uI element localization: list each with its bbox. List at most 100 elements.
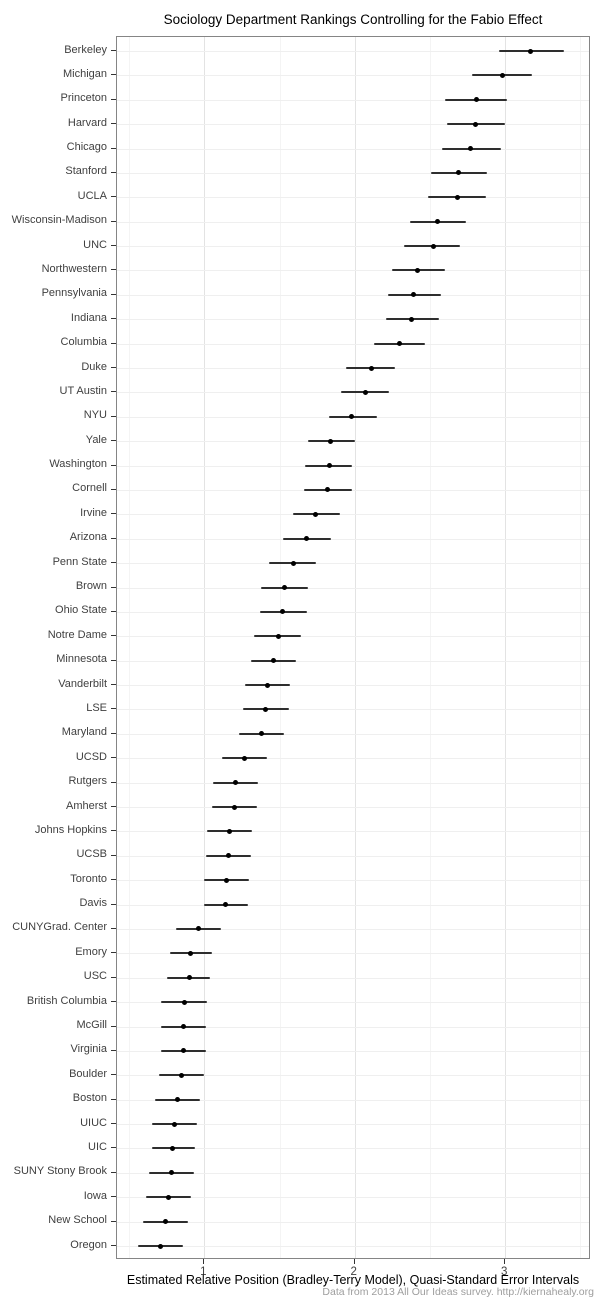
y-axis-label: Brown xyxy=(75,580,107,593)
y-tick-mark xyxy=(111,635,116,637)
y-axis-label: Penn State xyxy=(52,555,107,568)
data-point-dot xyxy=(275,633,281,639)
y-axis-label: New School xyxy=(48,1214,107,1227)
row-gridline xyxy=(117,880,589,882)
row-gridline xyxy=(117,1221,589,1223)
y-axis-label: NYU xyxy=(83,409,107,422)
data-point-dot xyxy=(222,902,228,908)
row-gridline xyxy=(117,1197,589,1199)
chart-title: Sociology Department Rankings Controllin… xyxy=(163,12,543,27)
row-gridline xyxy=(117,1026,589,1028)
y-axis-label: Irvine xyxy=(80,506,107,519)
row-gridline xyxy=(117,1148,589,1150)
y-tick-mark xyxy=(111,1171,116,1173)
y-axis-label: Toronto xyxy=(70,872,107,885)
row-gridline xyxy=(117,294,589,296)
y-axis-label: Minnesota xyxy=(56,653,107,666)
row-gridline xyxy=(117,1246,589,1247)
y-tick-mark xyxy=(111,50,116,51)
data-point-dot xyxy=(281,585,287,591)
data-point-dot xyxy=(270,658,276,664)
y-tick-mark xyxy=(111,269,116,271)
y-tick-mark xyxy=(111,147,116,149)
y-axis-label: Oregon xyxy=(70,1238,107,1251)
row-gridline xyxy=(117,855,589,857)
data-point-dot xyxy=(368,365,374,371)
minor-gridline xyxy=(129,37,131,1258)
y-tick-mark xyxy=(111,806,116,808)
data-point-dot xyxy=(313,511,319,517)
row-gridline xyxy=(117,270,589,272)
major-gridline xyxy=(505,37,507,1258)
y-tick-mark xyxy=(111,74,116,76)
y-tick-mark xyxy=(111,732,116,734)
data-point-dot xyxy=(409,316,415,322)
minor-gridline xyxy=(279,37,281,1258)
data-point-dot xyxy=(456,170,462,176)
row-gridline xyxy=(117,1075,589,1077)
data-source-caption: Data from 2013 All Our Ideas survey. htt… xyxy=(322,1286,594,1298)
y-axis-label: Boulder xyxy=(69,1067,107,1080)
y-tick-mark xyxy=(111,245,116,247)
data-point-dot xyxy=(188,950,194,956)
y-tick-mark xyxy=(111,513,116,515)
data-point-dot xyxy=(328,438,334,444)
row-gridline xyxy=(117,99,589,101)
y-axis-label: Pennsylvania xyxy=(41,287,107,300)
y-axis-label: Michigan xyxy=(62,67,107,80)
y-tick-mark xyxy=(111,220,116,222)
y-axis-label: UCLA xyxy=(77,189,107,202)
row-gridline xyxy=(117,246,589,248)
row-gridline xyxy=(117,904,589,906)
data-point-dot xyxy=(280,609,286,615)
y-tick-mark xyxy=(111,976,116,978)
row-gridline xyxy=(117,831,589,833)
y-tick-mark xyxy=(111,684,116,686)
y-tick-mark xyxy=(111,391,116,393)
y-axis-label: Iowa xyxy=(83,1189,107,1202)
row-gridline xyxy=(117,782,589,784)
y-axis-label: Arizona xyxy=(69,531,107,544)
row-gridline xyxy=(117,733,589,735)
row-gridline xyxy=(117,221,589,223)
y-tick-mark xyxy=(111,171,116,173)
y-tick-mark xyxy=(111,1220,116,1222)
data-point-dot xyxy=(362,389,368,395)
row-gridline xyxy=(117,1002,589,1004)
data-point-dot xyxy=(290,560,296,566)
data-point-dot xyxy=(325,487,331,493)
data-point-dot xyxy=(180,1048,186,1054)
y-axis-label: Northwestern xyxy=(41,262,107,275)
data-point-dot xyxy=(195,926,201,932)
y-axis-label: UNC xyxy=(83,238,107,251)
y-axis-label: Maryland xyxy=(61,726,107,739)
y-axis-label: CUNYGrad. Center xyxy=(12,921,107,934)
data-point-dot xyxy=(468,146,474,152)
y-axis-label: Stanford xyxy=(65,165,107,178)
y-axis-label: Princeton xyxy=(60,92,107,105)
data-point-dot xyxy=(179,1072,185,1078)
minor-gridline xyxy=(580,37,582,1258)
major-gridline xyxy=(354,37,356,1258)
y-axis-label: Boston xyxy=(72,1092,107,1105)
row-gridline xyxy=(117,148,589,150)
y-axis-label: Yale xyxy=(85,433,107,446)
y-axis-label: Chicago xyxy=(66,141,107,154)
row-gridline xyxy=(117,807,589,809)
y-tick-mark xyxy=(111,879,116,881)
data-point-dot xyxy=(454,194,460,200)
data-point-dot xyxy=(304,536,310,542)
row-gridline xyxy=(117,977,589,979)
plot-panel xyxy=(116,36,590,1259)
row-gridline xyxy=(117,660,589,662)
data-point-dot xyxy=(410,292,416,298)
row-gridline xyxy=(117,953,589,955)
y-tick-mark xyxy=(111,927,116,929)
y-tick-mark xyxy=(111,586,116,588)
row-gridline xyxy=(117,514,589,516)
row-gridline xyxy=(117,343,589,345)
data-point-dot xyxy=(474,97,480,103)
x-tick-label: 1 xyxy=(200,1266,207,1278)
y-tick-mark xyxy=(111,196,116,198)
